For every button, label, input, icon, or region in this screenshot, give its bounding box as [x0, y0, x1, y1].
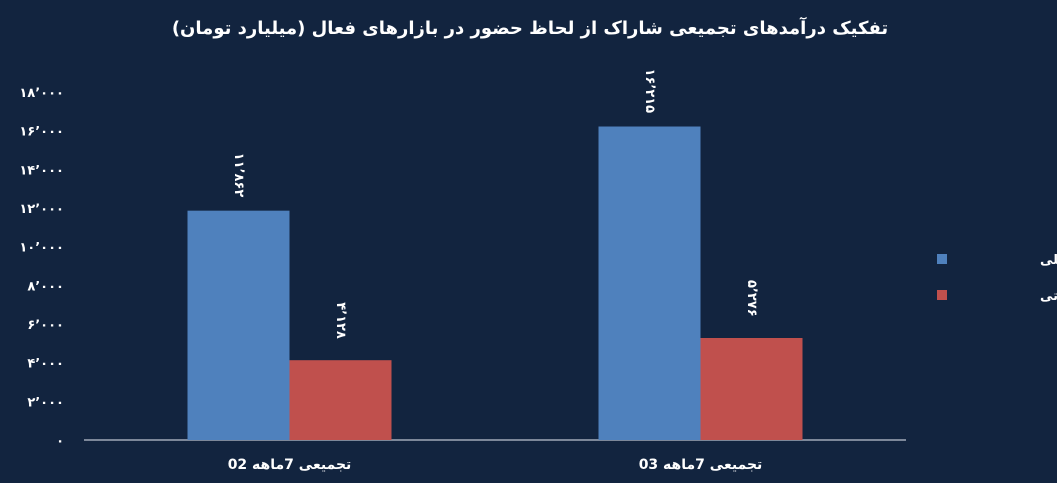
y-axis: ۰ ۲٬۰۰۰ ۴٬۰۰۰ ۶٬۰۰۰ ۸٬۰۰۰ ۱۰٬۰۰۰ ۱۲٬۰۰۰ ۱۴٬۰۰۰ ۱…: [19, 86, 64, 449]
data-label: ۵٬۲۷۶: [744, 280, 759, 317]
data-label: ۱۱٬۸۶۲: [231, 153, 246, 198]
legend: بازار داخلی بازار صادراتی: [937, 253, 1057, 304]
y-tick-label: ۱۶٬۰۰۰: [19, 125, 64, 140]
data-labels: ۱۱٬۸۶۲ ۴٬۱۲۸ ۱۶٬۲۱۵ ۵٬۲۷۶: [231, 69, 759, 339]
y-tick-label: ۶٬۰۰۰: [27, 318, 64, 333]
data-label: ۱۶٬۲۱۵: [642, 69, 657, 114]
legend-label: بازار صادراتی: [1040, 289, 1057, 304]
y-tick-label: ۲٬۰۰۰: [27, 395, 64, 410]
bar-export: [289, 360, 392, 440]
y-tick-label: ۱۲٬۰۰۰: [19, 202, 64, 217]
bar-domestic: [187, 210, 290, 440]
y-tick-label: ۰: [56, 434, 64, 449]
y-tick-label: ۱۸٬۰۰۰: [19, 86, 64, 101]
data-label: ۴٬۱۲۸: [333, 302, 348, 339]
legend-swatch: [937, 290, 947, 300]
bar-export: [700, 337, 803, 440]
x-tick-label: تجمیعی 7ماهه 02: [228, 457, 352, 473]
bar-domestic: [598, 126, 701, 440]
y-tick-label: ۴٬۰۰۰: [27, 357, 64, 372]
bars: [187, 126, 803, 440]
x-axis: تجمیعی 7ماهه 02 تجمیعی 7ماهه 03: [84, 439, 906, 473]
legend-swatch: [937, 254, 947, 264]
y-tick-label: ۱۴٬۰۰۰: [19, 163, 64, 178]
y-tick-label: ۱۰٬۰۰۰: [19, 241, 64, 256]
x-tick-label: تجمیعی 7ماهه 03: [639, 457, 763, 473]
y-tick-label: ۸٬۰۰۰: [27, 279, 64, 294]
chart-title: تفکیک درآمدهای تجمیعی شاراک از لحاظ حضور…: [172, 16, 888, 39]
legend-label: بازار داخلی: [1040, 253, 1057, 268]
